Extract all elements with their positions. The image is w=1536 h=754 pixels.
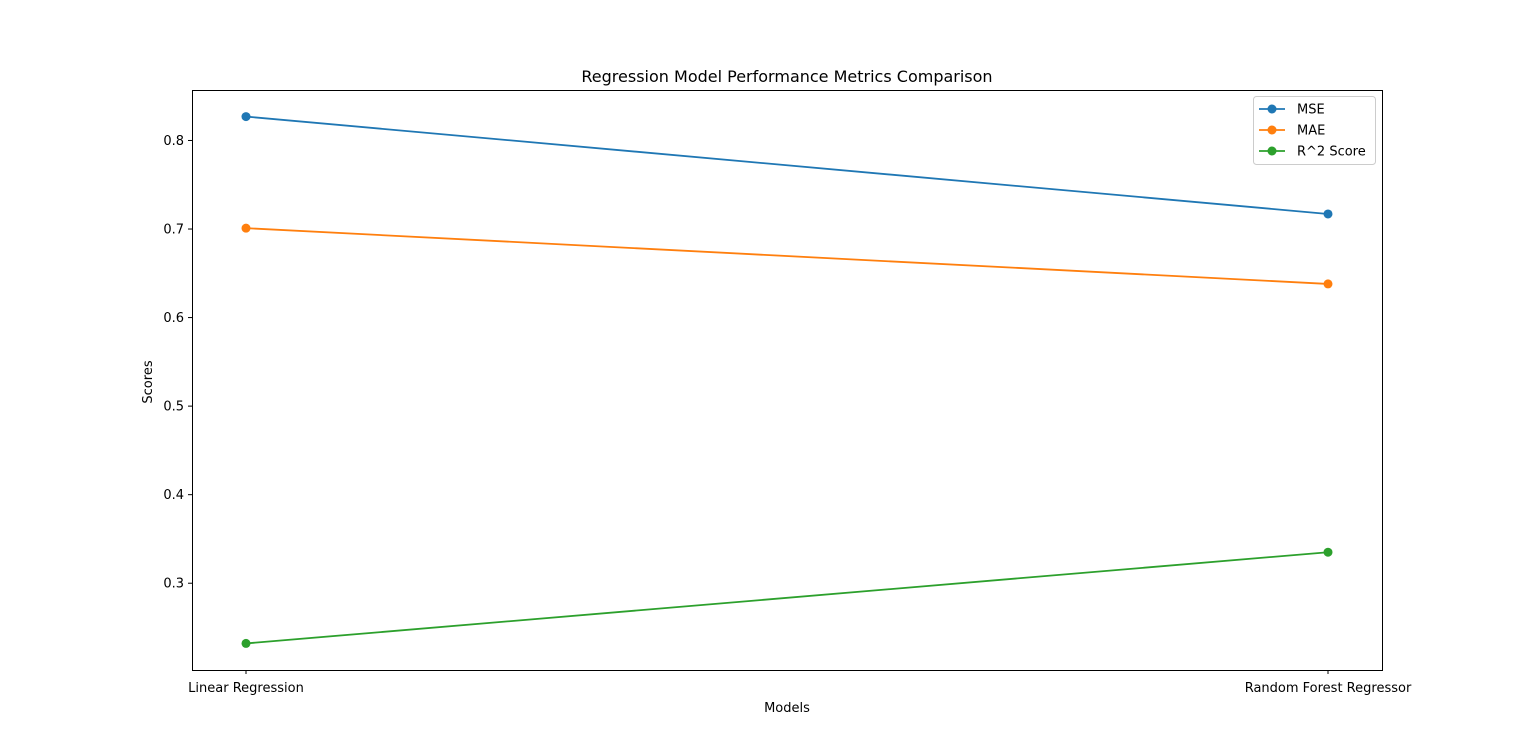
y-axis: 0.3 0.4 0.5 0.6 0.7 0.8: [163, 134, 192, 592]
y-tick-label: 0.3: [163, 577, 184, 592]
y-tick-label: 0.4: [163, 488, 184, 503]
data-point: [1323, 209, 1333, 219]
x-axis-label: Models: [764, 701, 810, 716]
series-0: [241, 112, 1333, 219]
x-tick-label: Linear Regression: [188, 681, 304, 696]
data-point: [241, 223, 251, 233]
data-point: [241, 112, 251, 122]
legend-marker: [1267, 104, 1277, 114]
legend-marker: [1267, 146, 1277, 156]
series-line: [245, 227, 1329, 285]
legend-marker: [1267, 125, 1277, 135]
series-line: [245, 551, 1329, 645]
series-1: [241, 223, 1333, 289]
series-layer: [241, 112, 1333, 648]
series-line: [245, 115, 1329, 215]
data-point: [1323, 547, 1333, 557]
legend-label: MAE: [1297, 124, 1325, 139]
x-axis: Linear Regression Random Forest Regressor: [188, 670, 1412, 696]
data-point: [241, 638, 251, 648]
chart-title: Regression Model Performance Metrics Com…: [581, 67, 992, 86]
legend-label: MSE: [1297, 103, 1325, 118]
y-axis-label: Scores: [141, 360, 156, 403]
legend: MSE MAE R^2 Score: [1253, 96, 1376, 165]
plot-area-frame: [192, 90, 1383, 671]
y-tick-label: 0.8: [163, 134, 184, 149]
series-2: [241, 547, 1333, 648]
y-tick-label: 0.7: [163, 223, 184, 238]
legend-frame: [1253, 96, 1376, 165]
data-point: [1323, 279, 1333, 289]
y-tick-label: 0.6: [163, 311, 184, 326]
y-tick-label: 0.5: [163, 400, 184, 415]
x-tick-label: Random Forest Regressor: [1245, 681, 1412, 696]
legend-label: R^2 Score: [1297, 145, 1366, 160]
